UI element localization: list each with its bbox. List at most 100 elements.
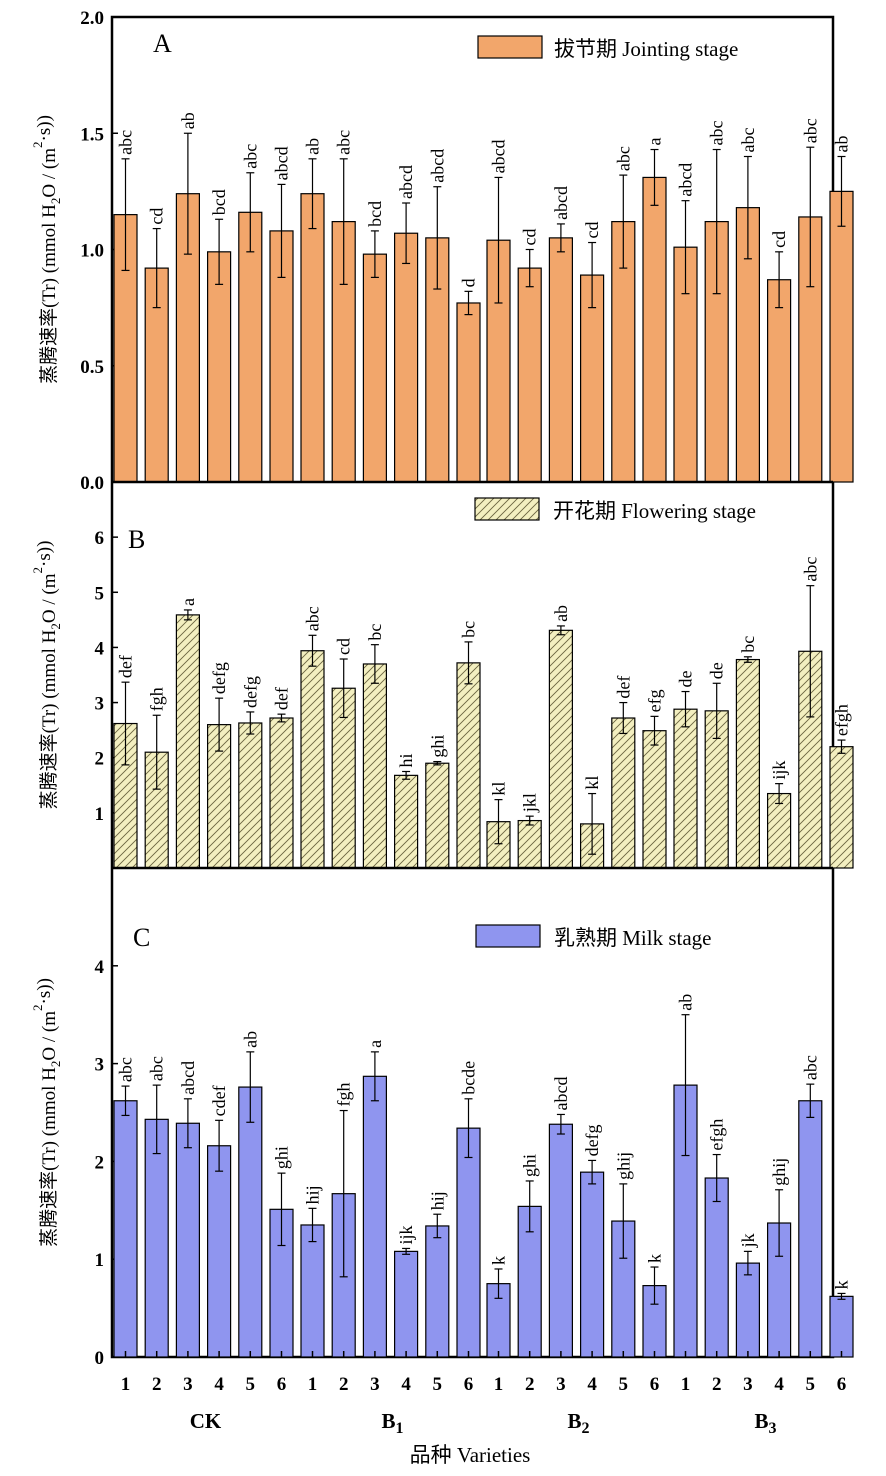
legend-swatch [474, 497, 540, 521]
significance-letter: ghij [769, 1158, 789, 1186]
significance-letter: cd [520, 229, 540, 246]
bar-b1-4 [394, 232, 419, 483]
significance-letter: abcd [676, 163, 696, 197]
x-tick-label: 2 [152, 1374, 162, 1395]
y-tick-label: 5 [95, 583, 105, 604]
panel-letter: A [153, 29, 172, 58]
x-tick-label: 2 [339, 1374, 349, 1395]
y-tick-label: 6 [95, 528, 105, 549]
significance-letter: ab [303, 138, 323, 155]
significance-letter: hij [303, 1185, 323, 1204]
bar-ck-4 [207, 1145, 232, 1358]
bar-b1-1 [300, 193, 325, 483]
significance-letter: hij [427, 1191, 447, 1210]
bar-b1-6 [456, 662, 481, 869]
significance-letter: abc [240, 144, 260, 169]
significance-letter: cd [147, 208, 167, 225]
group-label: CK [190, 1409, 222, 1433]
bar-b2-3 [548, 1123, 574, 1358]
significance-letter: cd [769, 231, 789, 248]
significance-letter: jkl [520, 793, 540, 813]
y-tick-label: 3 [95, 694, 105, 715]
bar-ck-4 [207, 251, 232, 483]
x-tick-label: 6 [837, 1374, 847, 1395]
x-tick-label: 3 [183, 1374, 193, 1395]
bar-ck-3 [175, 614, 200, 869]
bar-b1-3 [362, 253, 387, 483]
y-tick-label: 1.5 [80, 124, 104, 145]
y-tick-label: 2.0 [80, 8, 104, 29]
significance-letter: efgh [832, 704, 852, 736]
y-axis-label: 蒸腾速率(Tr) (mmol H2O / (m2·s)) [30, 115, 63, 384]
bar-ck-5 [238, 722, 263, 869]
panel-a: 0.0 0.5 1.0 1.5 2.0 蒸腾速率(Tr) (mmol H2O / (m2·… [30, 8, 854, 494]
significance-letter: defg [209, 662, 229, 694]
group-label: B2 [567, 1409, 589, 1437]
bar-b3-4 [766, 792, 792, 869]
panel-c: 0 1 2 3 4 蒸腾速率(Tr) (mmol H2O / (m2·s)) C 乳熟期 Mi… [30, 866, 854, 1369]
y-tick-label: 2 [95, 1152, 105, 1173]
significance-letter: ab [676, 994, 696, 1011]
significance-letter: abc [707, 121, 727, 146]
significance-letter: abcd [178, 1061, 198, 1095]
significance-letter: ghij [613, 1152, 633, 1180]
group-label: B3 [754, 1409, 776, 1437]
significance-letter: abc [303, 606, 323, 631]
y-tick-label: 4 [95, 638, 105, 659]
y-tick-label: 3 [95, 1055, 105, 1076]
significance-letter: defg [240, 676, 260, 708]
x-tick-label: 1 [121, 1374, 131, 1395]
significance-letter: a [365, 1040, 385, 1048]
bar-b2-3 [548, 237, 574, 483]
significance-letter: defg [582, 1124, 602, 1156]
y-tick-label: 0.0 [80, 473, 104, 494]
significance-letter: abcd [272, 146, 292, 180]
y-axis-label: 蒸腾速率(Tr) (mmol H2O / (m2·s)) [30, 541, 63, 810]
significance-letter: ab [178, 112, 198, 129]
bar-b1-3 [362, 663, 387, 869]
significance-letter: jk [738, 1233, 758, 1248]
significance-letter: k [489, 1256, 509, 1265]
significance-letter: abc [613, 146, 633, 171]
significance-letter: abc [334, 130, 354, 155]
significance-letter: hi [396, 753, 416, 767]
group-label: B1 [381, 1409, 403, 1437]
significance-letter: abcd [551, 1076, 571, 1110]
bar-b3-2 [704, 1177, 729, 1358]
x-tick-label: 1 [681, 1374, 691, 1395]
bar-b3-3 [735, 1262, 761, 1358]
bar-ck-5 [238, 211, 263, 483]
x-tick-label: 6 [464, 1374, 474, 1395]
significance-letter: bcde [459, 1061, 479, 1095]
significance-letter: k [645, 1254, 665, 1263]
bar-b2-3 [548, 629, 574, 869]
significance-letter: ab [551, 605, 571, 622]
bar-b3-6 [829, 1295, 854, 1358]
bar-b1-5 [425, 1225, 450, 1358]
bar-b1-6 [456, 1127, 481, 1358]
bar-ck-2 [144, 1118, 169, 1358]
significance-letter: abc [800, 1055, 820, 1080]
x-tick-label: 1 [494, 1374, 504, 1395]
significance-letter: d [459, 278, 479, 287]
significance-letter: ghi [520, 1154, 540, 1177]
legend-label: 乳熟期 Milk stage [554, 926, 712, 950]
bar-b2-6 [642, 730, 667, 869]
significance-letter: efg [645, 689, 665, 712]
bar-b2-6 [642, 176, 667, 483]
x-tick-label: 4 [401, 1374, 411, 1395]
x-tick-label: 4 [774, 1374, 784, 1395]
x-tick-label: 1 [308, 1374, 318, 1395]
panel-letter: C [133, 923, 150, 952]
x-tick-label: 5 [619, 1374, 629, 1395]
significance-letter: ab [240, 1031, 260, 1048]
bar-ck-3 [175, 1122, 200, 1358]
bar-b3-4 [766, 279, 792, 483]
y-tick-label: 1 [95, 1250, 105, 1271]
y-tick-label: 2 [95, 749, 105, 770]
significance-letter: de [676, 671, 696, 688]
bar-b2-5 [611, 717, 636, 869]
significance-letter: bc [459, 621, 479, 638]
